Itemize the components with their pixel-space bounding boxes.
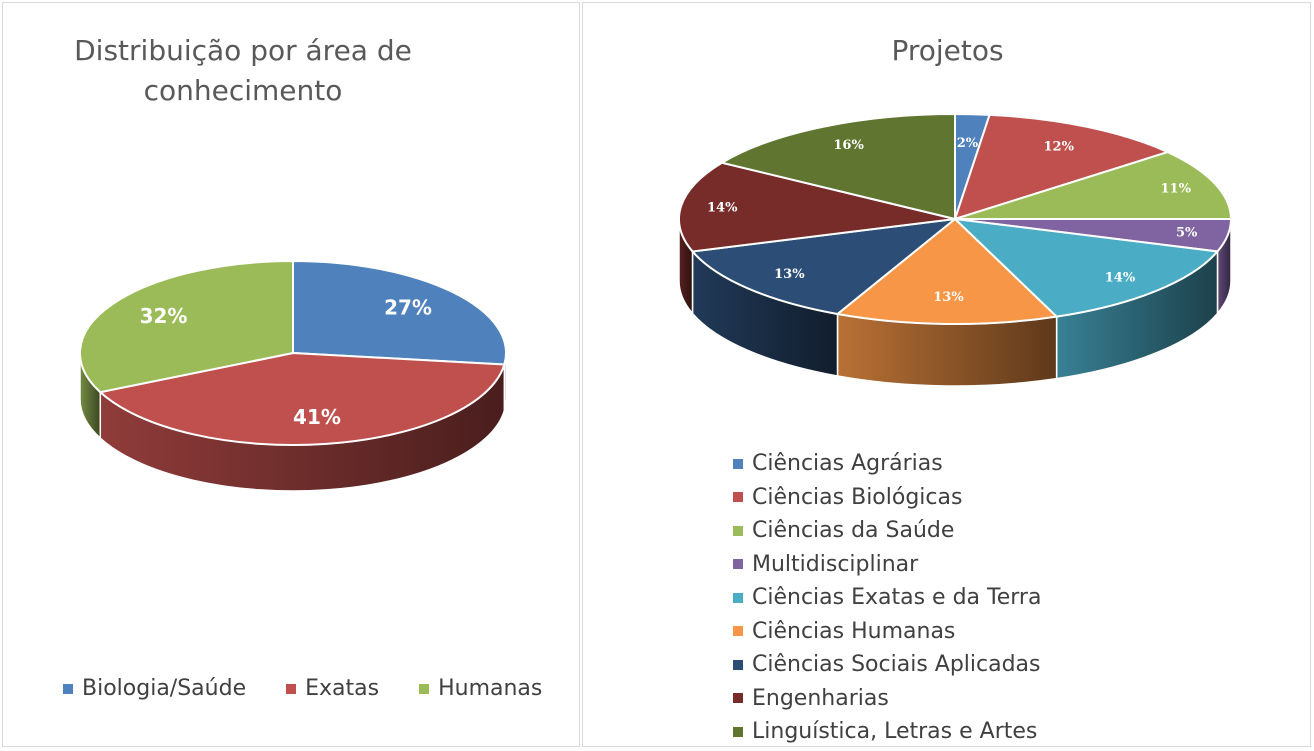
legend-label: Multidisciplinar — [752, 551, 919, 577]
data-label-7: 14% — [707, 200, 738, 215]
legend-swatch — [733, 492, 743, 503]
data-label-3: 5% — [1176, 225, 1198, 240]
legend-swatch — [733, 626, 743, 637]
data-label-1: 41% — [293, 405, 341, 429]
pie-3d-group — [79, 259, 507, 492]
legend-swatch — [733, 659, 743, 670]
legend-label: Ciências Exatas e da Terra — [752, 585, 1042, 611]
legend-item-multidisciplinar: Multidisciplinar — [733, 548, 1041, 582]
legend-item-humanas: Ciências Humanas — [733, 615, 1041, 649]
legend-item-exatas-terra: Ciências Exatas e da Terra — [733, 581, 1041, 615]
data-label-6: 13% — [774, 267, 805, 282]
data-label-0: 27% — [384, 296, 432, 320]
legend-label: Ciências da Saúde — [752, 518, 955, 544]
legend-item-humanas: Humanas — [419, 676, 542, 701]
legend-area: Biologia/Saúde Exatas Humanas — [63, 676, 542, 701]
pie-chart-area: 27% 41% 32% — [79, 259, 507, 492]
pie-slice-1 — [98, 351, 506, 446]
legend-item-exatas: Exatas — [286, 676, 379, 701]
legend-item-saude: Ciências da Saúde — [733, 514, 1041, 548]
pie-slice-1 — [953, 113, 1171, 221]
pie-slice-6 — [690, 217, 959, 316]
legend-swatch — [733, 592, 743, 603]
legend-label: Engenharias — [752, 685, 889, 711]
legend-item-linguistica: Linguística, Letras e Artes — [733, 715, 1041, 749]
data-label-0: 2% — [957, 136, 979, 151]
legend-swatch — [63, 683, 73, 694]
legend-label: Ciências Humanas — [752, 618, 956, 644]
legend-label: Ciências Sociais Aplicadas — [752, 652, 1041, 678]
legend-swatch — [733, 525, 743, 536]
pie-slice-2 — [954, 151, 1233, 220]
legend-item-engenharias: Engenharias — [733, 682, 1041, 716]
legend-label: Biologia/Saúde — [82, 676, 247, 701]
chart-title-area: Distribuição por área de conhecimento — [74, 34, 412, 107]
pie-slice-7 — [678, 161, 956, 253]
pie-slice-8 — [719, 112, 956, 221]
pie-chart-projetos: 2% 12% 11% 5% 14% 13% 13% 14% 16% — [678, 112, 1233, 387]
legend-swatch — [733, 726, 743, 737]
data-label-8: 16% — [833, 138, 864, 153]
pie-slice-4 — [952, 217, 1220, 318]
data-label-1: 12% — [1043, 140, 1074, 155]
legend-item-biologia-saude: Biologia/Saúde — [63, 676, 246, 701]
legend-swatch — [419, 683, 430, 694]
pie-slice-5 — [835, 217, 1059, 325]
legend-label: Humanas — [438, 676, 543, 701]
legend-swatch — [733, 693, 743, 704]
legend-label: Ciências Agrárias — [752, 451, 943, 477]
data-label-4: 14% — [1105, 270, 1136, 285]
legend-swatch — [733, 458, 743, 469]
legend-item-sociais: Ciências Sociais Aplicadas — [733, 648, 1041, 682]
pie-slice-2 — [79, 259, 294, 394]
legend-label: Exatas — [305, 676, 380, 701]
legend-label: Linguística, Letras e Artes — [752, 719, 1038, 745]
data-label-2: 11% — [1161, 181, 1192, 196]
pie-slice-0 — [292, 259, 507, 366]
legend-item-agrarias: Ciências Agrárias — [733, 447, 1041, 481]
pie-3d-group — [678, 112, 1233, 387]
legend-projetos: Ciências Agrárias Ciências Biológicas Ci… — [733, 447, 1041, 749]
legend-label: Ciências Biológicas — [752, 484, 963, 510]
legend-swatch — [733, 559, 743, 570]
data-label-2: 32% — [140, 304, 188, 328]
legend-item-biologicas: Ciências Biológicas — [733, 481, 1041, 515]
chart-title-projetos: Projetos — [891, 34, 1004, 67]
data-label-5: 13% — [933, 290, 964, 305]
chart-panel-area: Distribuição por área de conhecimento 27… — [2, 2, 580, 747]
chart-panel-projetos: Projetos 2% 12% 11% 5% 14% 13% 13% 14% 16% Ciênc… — [582, 2, 1311, 747]
legend-swatch — [286, 683, 297, 694]
